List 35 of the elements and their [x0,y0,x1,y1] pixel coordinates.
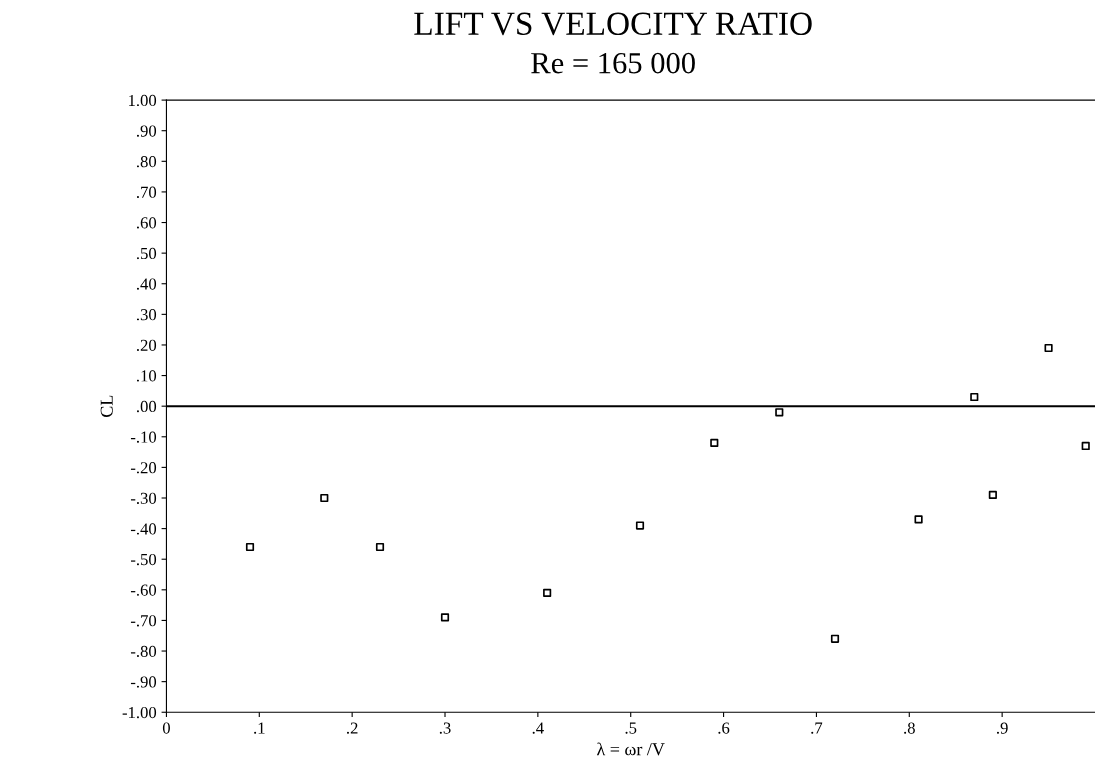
x-tick-label: .1 [254,722,265,734]
y-tick-label: .60 [136,217,157,229]
chart-subtitle: Re = 165 000 [531,52,695,74]
y-tick-label: -.70 [130,615,157,627]
y-tick-label: .70 [136,186,157,198]
x-tick-label: .7 [811,722,823,734]
y-tick-label: .20 [136,339,157,351]
x-tick-label: .3 [439,722,451,734]
y-tick-label: .10 [136,370,157,382]
y-tick-label: .80 [136,156,157,168]
y-axis-title: CL [100,395,113,417]
y-tick-label: -.90 [130,676,157,688]
y-tick-label: .30 [136,309,157,321]
x-tick-label: .5 [625,722,637,734]
x-tick-label: 0 [162,722,170,734]
y-tick-label: -.10 [130,431,157,443]
x-tick-label: .8 [904,722,915,734]
x-tick-label: .4 [532,722,544,734]
y-tick-label: -.60 [130,584,157,596]
y-tick-label: .90 [136,125,157,137]
y-tick-label: 1.00 [129,94,157,107]
y-tick-label: -.40 [130,523,157,535]
x-axis-title: λ = ωr /V [596,742,665,756]
y-tick-label: -1.00 [122,706,157,719]
x-tick-label: .6 [718,722,730,734]
chart-title: LIFT VS VELOCITY RATIO [414,12,812,36]
y-tick-label: -.80 [130,645,157,658]
y-tick-label: -.20 [130,462,157,474]
y-tick-label: .40 [136,278,157,290]
y-tick-label: .00 [136,400,157,413]
x-tick-label: .2 [347,722,358,734]
x-tick-label: .9 [996,722,1008,734]
y-tick-label: -.30 [130,492,157,505]
y-tick-label: -.50 [130,553,157,566]
y-tick-label: .50 [136,247,157,260]
